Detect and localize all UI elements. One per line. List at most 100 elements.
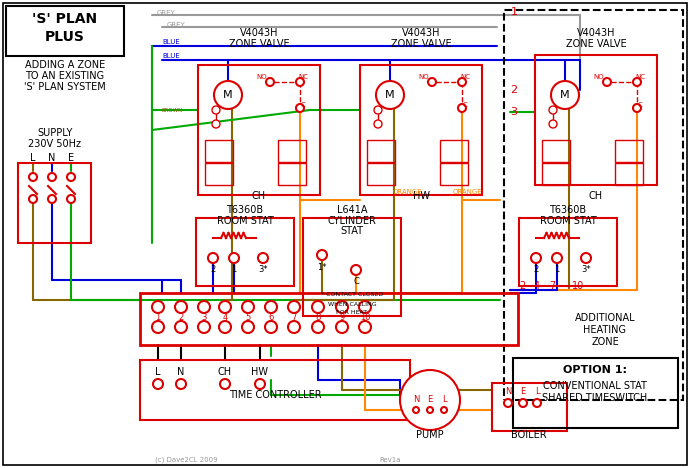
Text: L: L	[535, 388, 540, 396]
Bar	[367, 140, 395, 162]
Circle shape	[603, 78, 611, 86]
Bar	[18, 163, 91, 243]
Text: L: L	[155, 367, 161, 377]
Text: CH: CH	[252, 191, 266, 201]
Circle shape	[581, 253, 591, 263]
Circle shape	[212, 106, 220, 114]
Text: HEATING: HEATING	[584, 325, 627, 335]
Bar	[535, 55, 657, 185]
Circle shape	[531, 253, 541, 263]
Text: NC: NC	[635, 74, 645, 80]
Text: E: E	[520, 388, 526, 396]
Text: ROOM STAT: ROOM STAT	[217, 216, 273, 226]
Circle shape	[219, 321, 231, 333]
Circle shape	[258, 253, 268, 263]
Text: ZONE VALVE: ZONE VALVE	[391, 39, 451, 49]
Text: 7: 7	[549, 281, 555, 291]
Circle shape	[175, 301, 187, 313]
Circle shape	[48, 195, 56, 203]
Text: NC: NC	[298, 74, 308, 80]
Circle shape	[48, 173, 56, 181]
Text: E: E	[68, 153, 74, 163]
Text: 5: 5	[246, 313, 250, 322]
Text: 2: 2	[210, 265, 215, 275]
Bar	[303, 218, 401, 316]
Text: ZONE VALVE: ZONE VALVE	[566, 39, 627, 49]
Text: M: M	[385, 90, 395, 100]
Circle shape	[551, 81, 579, 109]
Bar	[196, 218, 294, 286]
Text: BLUE: BLUE	[162, 39, 180, 45]
Circle shape	[312, 301, 324, 313]
Text: 2: 2	[533, 265, 539, 275]
Circle shape	[633, 104, 641, 112]
Circle shape	[458, 104, 466, 112]
Text: PLUS: PLUS	[45, 30, 85, 44]
Circle shape	[549, 106, 557, 114]
Text: BROWN: BROWN	[162, 108, 184, 112]
Circle shape	[265, 301, 277, 313]
Circle shape	[359, 321, 371, 333]
Text: 1*: 1*	[317, 263, 327, 271]
Circle shape	[519, 399, 527, 407]
Circle shape	[549, 120, 557, 128]
Text: C: C	[462, 102, 467, 108]
Circle shape	[242, 321, 254, 333]
Text: N: N	[48, 153, 56, 163]
Text: NO: NO	[593, 74, 604, 80]
Circle shape	[633, 78, 641, 86]
Text: 9: 9	[339, 313, 344, 322]
Circle shape	[29, 173, 37, 181]
Circle shape	[336, 321, 348, 333]
Circle shape	[265, 321, 277, 333]
Circle shape	[255, 379, 265, 389]
Circle shape	[212, 120, 220, 128]
Circle shape	[229, 253, 239, 263]
Text: BLUE: BLUE	[162, 53, 180, 59]
Text: BOILER: BOILER	[511, 430, 546, 440]
Text: M: M	[560, 90, 570, 100]
Circle shape	[374, 120, 382, 128]
Circle shape	[208, 253, 218, 263]
Text: NO: NO	[257, 74, 267, 80]
Text: T6360B: T6360B	[226, 205, 264, 215]
Circle shape	[413, 407, 419, 413]
Circle shape	[458, 78, 466, 86]
Text: GREY: GREY	[167, 22, 186, 28]
Circle shape	[427, 407, 433, 413]
Text: PUMP: PUMP	[416, 430, 444, 440]
Bar	[198, 65, 320, 195]
Text: 1: 1	[155, 313, 161, 322]
Text: WHEN CALLING: WHEN CALLING	[328, 301, 376, 307]
Bar	[615, 163, 643, 185]
Text: C: C	[353, 278, 359, 286]
Circle shape	[504, 399, 512, 407]
Text: * CONTACT CLOSED: * CONTACT CLOSED	[321, 292, 383, 298]
Text: 'S' PLAN SYSTEM: 'S' PLAN SYSTEM	[24, 82, 106, 92]
Text: 1: 1	[511, 7, 518, 17]
Bar	[205, 140, 233, 162]
Bar	[492, 383, 567, 431]
Circle shape	[288, 301, 300, 313]
Text: C: C	[638, 102, 642, 108]
Text: 6: 6	[268, 313, 274, 322]
Text: L: L	[30, 153, 36, 163]
Text: V4043H: V4043H	[239, 28, 278, 38]
Text: 10: 10	[359, 313, 371, 322]
Text: T6360B: T6360B	[549, 205, 586, 215]
Circle shape	[312, 321, 324, 333]
Text: L641A: L641A	[337, 205, 367, 215]
Text: CH: CH	[218, 367, 232, 377]
Circle shape	[374, 106, 382, 114]
Text: 2: 2	[510, 85, 517, 95]
Bar	[615, 140, 643, 162]
Circle shape	[198, 301, 210, 313]
Text: FOR HEAT: FOR HEAT	[337, 310, 368, 315]
Text: HW: HW	[413, 191, 429, 201]
Text: STAT: STAT	[340, 226, 364, 236]
Bar	[542, 163, 570, 185]
Text: GREY: GREY	[157, 10, 176, 16]
Text: 3: 3	[201, 313, 207, 322]
Circle shape	[220, 379, 230, 389]
Text: 1: 1	[554, 265, 560, 275]
